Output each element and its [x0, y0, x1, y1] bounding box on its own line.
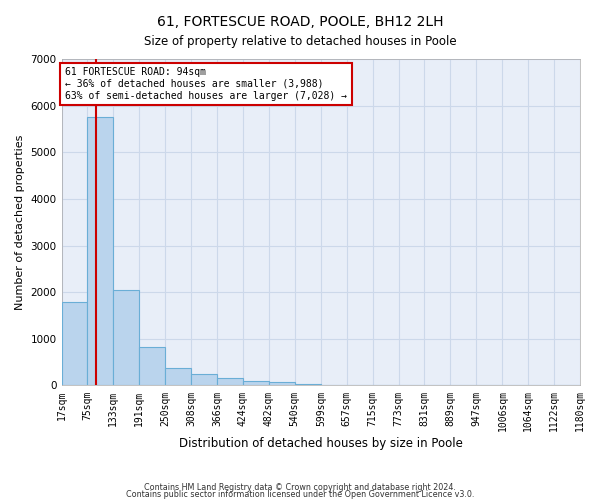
Bar	[166, 368, 191, 386]
Bar	[217, 378, 243, 386]
X-axis label: Distribution of detached houses by size in Poole: Distribution of detached houses by size …	[179, 437, 463, 450]
Text: Contains HM Land Registry data © Crown copyright and database right 2024.: Contains HM Land Registry data © Crown c…	[144, 484, 456, 492]
Bar	[295, 384, 320, 386]
Text: 61, FORTESCUE ROAD, POOLE, BH12 2LH: 61, FORTESCUE ROAD, POOLE, BH12 2LH	[157, 15, 443, 29]
Text: Size of property relative to detached houses in Poole: Size of property relative to detached ho…	[143, 35, 457, 48]
Bar	[113, 290, 139, 386]
Text: 61 FORTESCUE ROAD: 94sqm
← 36% of detached houses are smaller (3,988)
63% of sem: 61 FORTESCUE ROAD: 94sqm ← 36% of detach…	[65, 68, 347, 100]
Text: Contains public sector information licensed under the Open Government Licence v3: Contains public sector information licen…	[126, 490, 474, 499]
Bar	[243, 382, 269, 386]
Bar	[269, 382, 295, 386]
Bar	[191, 374, 217, 386]
Y-axis label: Number of detached properties: Number of detached properties	[15, 134, 25, 310]
Bar	[62, 302, 88, 386]
Bar	[88, 118, 113, 386]
Bar	[139, 347, 165, 386]
